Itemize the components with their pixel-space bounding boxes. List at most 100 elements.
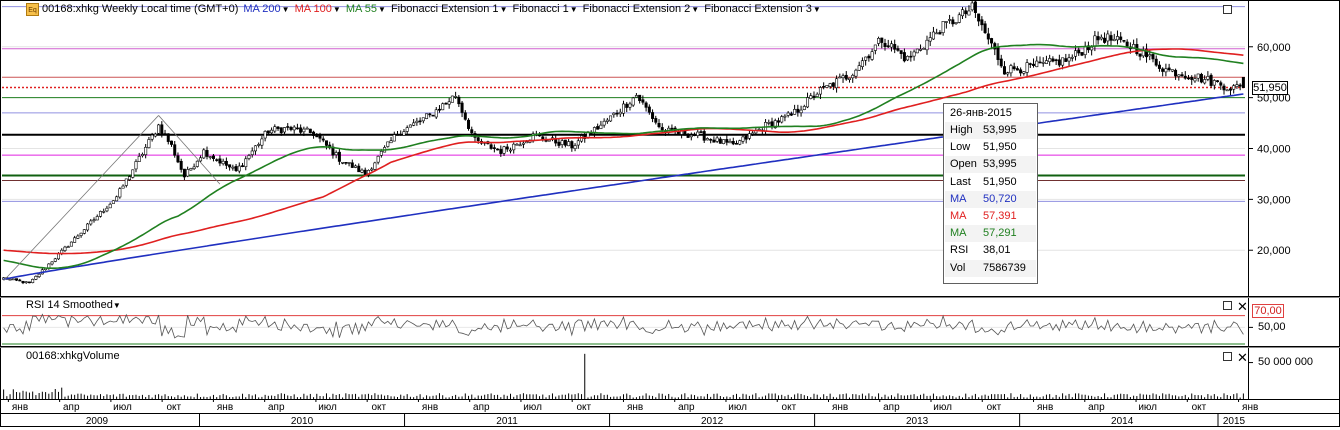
candle-body (547, 139, 551, 142)
candle-body (105, 207, 109, 212)
tooltip-row: MA 57,291 (945, 225, 1036, 243)
volume-close-icon[interactable]: ✕ (1237, 350, 1248, 365)
rsi-panel-title[interactable]: RSI 14 Smoothed▼ (26, 299, 121, 311)
candle-body (499, 149, 503, 154)
moving-average-line (3, 43, 1244, 270)
candle-body (983, 23, 987, 34)
month-label: янв (12, 402, 28, 413)
candle-body (92, 219, 96, 222)
rsi-maximize-icon[interactable] (1223, 301, 1232, 310)
candle-body (802, 106, 806, 110)
candle-body (292, 126, 296, 131)
candle-body (786, 112, 790, 116)
candle-body (1206, 76, 1210, 80)
candle-body (153, 133, 157, 137)
candle-body (286, 126, 290, 128)
symbol-title[interactable]: 00168:xhkg Weekly Local time (GMT+0) (42, 3, 239, 15)
candle-body (460, 102, 464, 113)
maximize-icon[interactable] (1223, 5, 1232, 14)
volume-axis-label: 50 000 000 (1258, 356, 1314, 368)
candle-body (709, 139, 713, 141)
candle-body (273, 126, 277, 132)
candle-body (69, 241, 73, 247)
month-label: апр (883, 402, 900, 413)
tooltip-label: RSI (950, 244, 969, 257)
moving-average-line (3, 48, 1244, 255)
candle-body (618, 111, 622, 115)
candle-body (922, 48, 926, 50)
month-label: июл (113, 402, 132, 413)
candle-body (1164, 68, 1168, 73)
candle-body (370, 168, 374, 171)
candle-body (467, 119, 471, 129)
candle-body (463, 112, 467, 120)
tooltip-value: 51,950 (983, 141, 1017, 154)
candle-body (877, 38, 881, 44)
month-label: апр (268, 402, 285, 413)
indicator-3[interactable]: Fibonacci Extension 1▼ (391, 3, 508, 15)
candle-body (221, 160, 225, 165)
candle-body (425, 113, 429, 119)
candle-body (1009, 65, 1013, 74)
month-label: янв (1242, 402, 1258, 413)
candle-body (605, 119, 609, 122)
candle-body (489, 144, 493, 149)
candle-body (602, 120, 606, 126)
tooltip-label: MA (950, 192, 967, 205)
candle-body (651, 112, 655, 119)
indicator-0[interactable]: MA 200▼ (243, 3, 289, 15)
candle-body (457, 96, 461, 105)
indicator-1[interactable]: MA 100▼ (295, 3, 341, 15)
candle-body (228, 164, 232, 168)
month-label: апр (473, 402, 490, 413)
candle-body (525, 141, 529, 144)
candle-body (476, 137, 480, 141)
month-label: янв (832, 402, 848, 413)
indicator-6[interactable]: Fibonacci Extension 3▼ (704, 3, 821, 15)
rsi-close-icon[interactable]: ✕ (1237, 299, 1248, 314)
candle-body (308, 128, 312, 133)
volume-maximize-icon[interactable] (1223, 352, 1232, 361)
candle-body (179, 160, 183, 170)
candle-body (505, 146, 509, 150)
candle-body (224, 160, 228, 166)
candle-body (654, 118, 658, 123)
candle-body (1174, 69, 1178, 77)
candle-body (157, 124, 161, 134)
price-tick-label: 50,000 (1257, 93, 1291, 105)
candle-body (247, 155, 251, 159)
candle-body (1077, 49, 1081, 54)
candle-body (1099, 36, 1103, 40)
candle-body (822, 86, 826, 88)
candle-body (1170, 69, 1174, 72)
candle-body (102, 211, 106, 213)
indicator-4[interactable]: Fibonacci 1▼ (512, 3, 577, 15)
tooltip-row: Last 51,950 (950, 174, 1035, 191)
candle-body (1241, 77, 1245, 89)
candle-body (809, 95, 813, 99)
candle-body (170, 140, 174, 145)
chevron-down-icon: ▼ (281, 5, 290, 14)
candle-body (1125, 41, 1129, 47)
indicator-2[interactable]: MA 55▼ (346, 3, 386, 15)
data-tooltip: 26-янв-2015 High 53,995 Low 51,950 Open 53,99… (943, 103, 1038, 284)
candle-body (11, 278, 15, 281)
candle-body (428, 113, 432, 116)
indicator-5[interactable]: Fibonacci Extension 2▼ (583, 3, 700, 15)
candle-body (363, 169, 367, 175)
candle-body (948, 19, 952, 21)
candle-body (518, 144, 522, 147)
candle-body (195, 160, 199, 167)
month-label: окт (1192, 402, 1207, 413)
candle-body (1222, 85, 1226, 91)
chevron-down-icon: ▼ (812, 5, 821, 14)
candle-body (644, 102, 648, 108)
candle-body (1054, 59, 1058, 62)
candle-body (521, 142, 525, 145)
candle-body (270, 129, 274, 134)
candle-body (980, 19, 984, 26)
candle-body (835, 78, 839, 89)
volume-panel-title[interactable]: 00168:xhkgVolume (26, 350, 120, 362)
candle-body (108, 203, 112, 209)
